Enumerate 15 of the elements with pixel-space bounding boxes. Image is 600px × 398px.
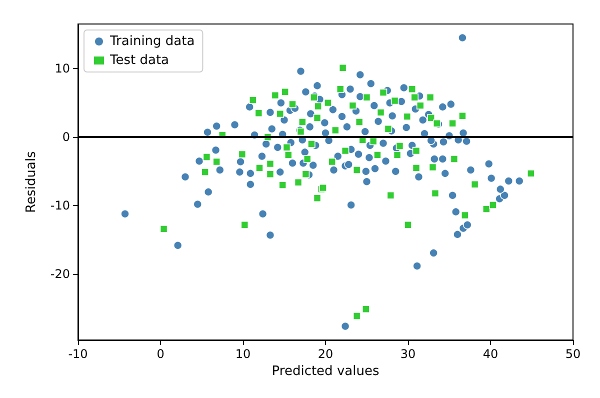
y-tick-label: -20 (50, 267, 70, 282)
x-tick-label: 40 (482, 347, 498, 361)
legend-label: Test data (109, 53, 170, 68)
x-tick-label: -10 (68, 347, 88, 361)
x-tick-label: 10 (235, 347, 251, 361)
x-axis-title: Predicted values (272, 364, 380, 379)
y-tick-label: -10 (50, 198, 70, 213)
y-axis-title: Residuals (24, 150, 39, 213)
x-tick-label: 30 (400, 347, 416, 361)
y-tick-label: 0 (62, 130, 70, 144)
x-tick-label: 50 (565, 347, 581, 361)
x-tick-label: 0 (156, 347, 164, 361)
y-tick-label: 10 (54, 62, 70, 76)
x-tick-label: 20 (318, 347, 334, 361)
legend-label: Training data (109, 34, 195, 49)
